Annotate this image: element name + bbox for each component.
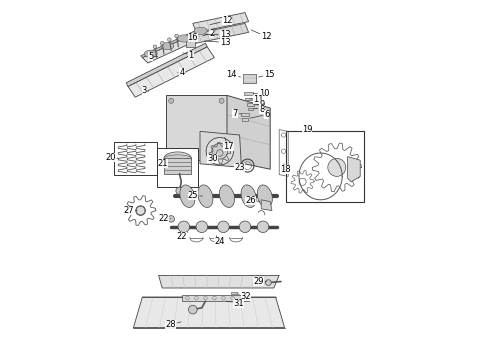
Text: 14: 14 bbox=[226, 70, 241, 79]
Circle shape bbox=[266, 280, 271, 285]
Polygon shape bbox=[133, 297, 285, 328]
Ellipse shape bbox=[144, 50, 157, 57]
Text: 8: 8 bbox=[253, 105, 265, 114]
Bar bbox=[157, 148, 198, 187]
Polygon shape bbox=[126, 43, 207, 86]
Text: 19: 19 bbox=[302, 125, 313, 134]
Circle shape bbox=[168, 216, 174, 222]
Text: 2: 2 bbox=[203, 29, 214, 38]
Bar bbox=[244, 92, 253, 95]
Bar bbox=[242, 113, 248, 116]
Polygon shape bbox=[193, 13, 248, 32]
Polygon shape bbox=[128, 47, 215, 97]
Text: 22: 22 bbox=[176, 232, 187, 242]
Polygon shape bbox=[186, 40, 195, 47]
Polygon shape bbox=[141, 25, 209, 58]
Text: 12: 12 bbox=[251, 30, 271, 41]
Circle shape bbox=[153, 45, 157, 49]
Bar bbox=[248, 108, 252, 110]
Text: 26: 26 bbox=[245, 196, 260, 205]
Text: 21: 21 bbox=[158, 159, 169, 168]
Text: 13: 13 bbox=[205, 31, 230, 40]
Text: 6: 6 bbox=[250, 110, 270, 119]
Circle shape bbox=[328, 158, 346, 176]
Text: 24: 24 bbox=[215, 236, 225, 246]
Text: 7: 7 bbox=[232, 109, 242, 118]
Circle shape bbox=[178, 221, 190, 233]
Ellipse shape bbox=[180, 185, 195, 207]
Text: 10: 10 bbox=[253, 89, 269, 98]
Text: 22: 22 bbox=[158, 214, 171, 223]
Text: 11: 11 bbox=[250, 95, 264, 104]
Text: 28: 28 bbox=[165, 320, 181, 329]
Circle shape bbox=[168, 38, 171, 41]
Ellipse shape bbox=[198, 185, 213, 207]
Text: 17: 17 bbox=[223, 138, 234, 152]
Circle shape bbox=[257, 221, 269, 233]
Circle shape bbox=[169, 98, 174, 103]
Circle shape bbox=[176, 187, 183, 194]
Polygon shape bbox=[227, 95, 270, 169]
Text: 3: 3 bbox=[142, 86, 148, 95]
Circle shape bbox=[239, 221, 251, 233]
Circle shape bbox=[219, 98, 224, 103]
Text: 9: 9 bbox=[253, 100, 265, 109]
Ellipse shape bbox=[257, 185, 272, 207]
Circle shape bbox=[189, 305, 197, 314]
Text: 18: 18 bbox=[280, 164, 291, 174]
Ellipse shape bbox=[194, 27, 207, 35]
Circle shape bbox=[218, 221, 229, 233]
Text: 5: 5 bbox=[148, 52, 158, 61]
Text: 32: 32 bbox=[238, 292, 251, 301]
Circle shape bbox=[196, 221, 208, 233]
Text: 1: 1 bbox=[183, 51, 194, 60]
Text: 29: 29 bbox=[253, 277, 267, 286]
Ellipse shape bbox=[220, 185, 235, 207]
Polygon shape bbox=[159, 275, 279, 288]
Polygon shape bbox=[347, 157, 360, 182]
Text: 23: 23 bbox=[234, 163, 245, 172]
Polygon shape bbox=[200, 131, 242, 167]
Bar bbox=[245, 98, 252, 100]
Ellipse shape bbox=[177, 35, 191, 42]
Circle shape bbox=[219, 152, 224, 157]
Text: 31: 31 bbox=[226, 299, 244, 307]
Text: 20: 20 bbox=[105, 153, 118, 162]
Text: 12: 12 bbox=[210, 17, 232, 26]
Circle shape bbox=[175, 34, 178, 38]
Bar bbox=[242, 118, 248, 121]
Text: 13: 13 bbox=[204, 38, 230, 47]
Polygon shape bbox=[143, 27, 215, 63]
Polygon shape bbox=[166, 95, 227, 160]
Circle shape bbox=[136, 206, 145, 215]
Ellipse shape bbox=[161, 42, 174, 50]
Bar bbox=[114, 142, 157, 175]
Circle shape bbox=[212, 143, 228, 159]
Text: 16: 16 bbox=[188, 33, 198, 42]
Circle shape bbox=[160, 41, 164, 45]
Text: 27: 27 bbox=[123, 206, 137, 215]
Polygon shape bbox=[182, 295, 248, 301]
Circle shape bbox=[206, 138, 233, 165]
Text: 15: 15 bbox=[259, 70, 274, 79]
Bar bbox=[247, 103, 254, 106]
Text: 4: 4 bbox=[177, 68, 185, 77]
Bar bbox=[286, 131, 364, 202]
Circle shape bbox=[169, 152, 174, 157]
Ellipse shape bbox=[164, 152, 192, 165]
Bar bbox=[164, 158, 192, 174]
Polygon shape bbox=[193, 23, 248, 43]
Polygon shape bbox=[261, 200, 272, 211]
Ellipse shape bbox=[164, 155, 192, 162]
Ellipse shape bbox=[241, 185, 256, 207]
Text: 25: 25 bbox=[188, 191, 203, 200]
Polygon shape bbox=[231, 292, 237, 294]
Polygon shape bbox=[243, 74, 256, 83]
Text: 30: 30 bbox=[207, 154, 218, 163]
